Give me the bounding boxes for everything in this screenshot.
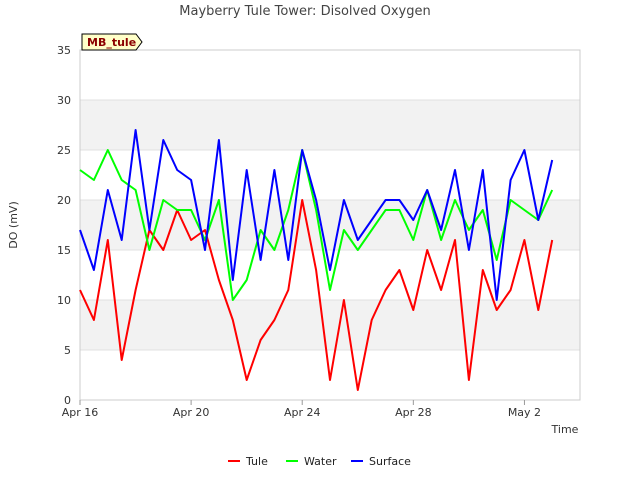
y-axis-label: DO (mV): [7, 201, 20, 248]
y-axis-ticks: 0 5 10 15 20 25 30 35: [57, 44, 71, 407]
legend: Tule Water Surface: [228, 455, 411, 468]
y-tick-label: 5: [64, 344, 71, 357]
x-tick-label: Apr 20: [173, 406, 210, 419]
x-axis-ticks: Apr 16 Apr 20 Apr 24 Apr 28 May 2: [62, 400, 541, 419]
y-tick-label: 15: [57, 244, 71, 257]
x-tick-label: Apr 16: [62, 406, 99, 419]
y-tick-label: 20: [57, 194, 71, 207]
band: [80, 100, 580, 150]
legend-label-surface: Surface: [369, 455, 411, 468]
y-tick-label: 30: [57, 94, 71, 107]
band: [80, 200, 580, 250]
y-tick-label: 25: [57, 144, 71, 157]
site-tag-label: MB_tule: [87, 36, 136, 49]
band: [80, 300, 580, 350]
x-axis-label: Time: [551, 423, 579, 436]
series-lines: [79, 129, 554, 391]
x-tick-label: Apr 28: [395, 406, 432, 419]
x-tick-label: Apr 24: [284, 406, 321, 419]
site-tag-badge: MB_tule: [81, 33, 143, 51]
plot-frame: [79, 49, 581, 401]
y-tick-label: 10: [57, 294, 71, 307]
y-tick-label: 0: [64, 394, 71, 407]
legend-label-tule: Tule: [245, 455, 268, 468]
y-tick-label: 35: [57, 44, 71, 57]
chart-title: Mayberry Tule Tower: Disolved Oxygen: [179, 4, 430, 19]
x-tick-label: May 2: [508, 406, 541, 419]
series-line-surface: [79, 129, 554, 301]
series-line-tule: [79, 199, 554, 391]
legend-label-water: Water: [304, 455, 337, 468]
